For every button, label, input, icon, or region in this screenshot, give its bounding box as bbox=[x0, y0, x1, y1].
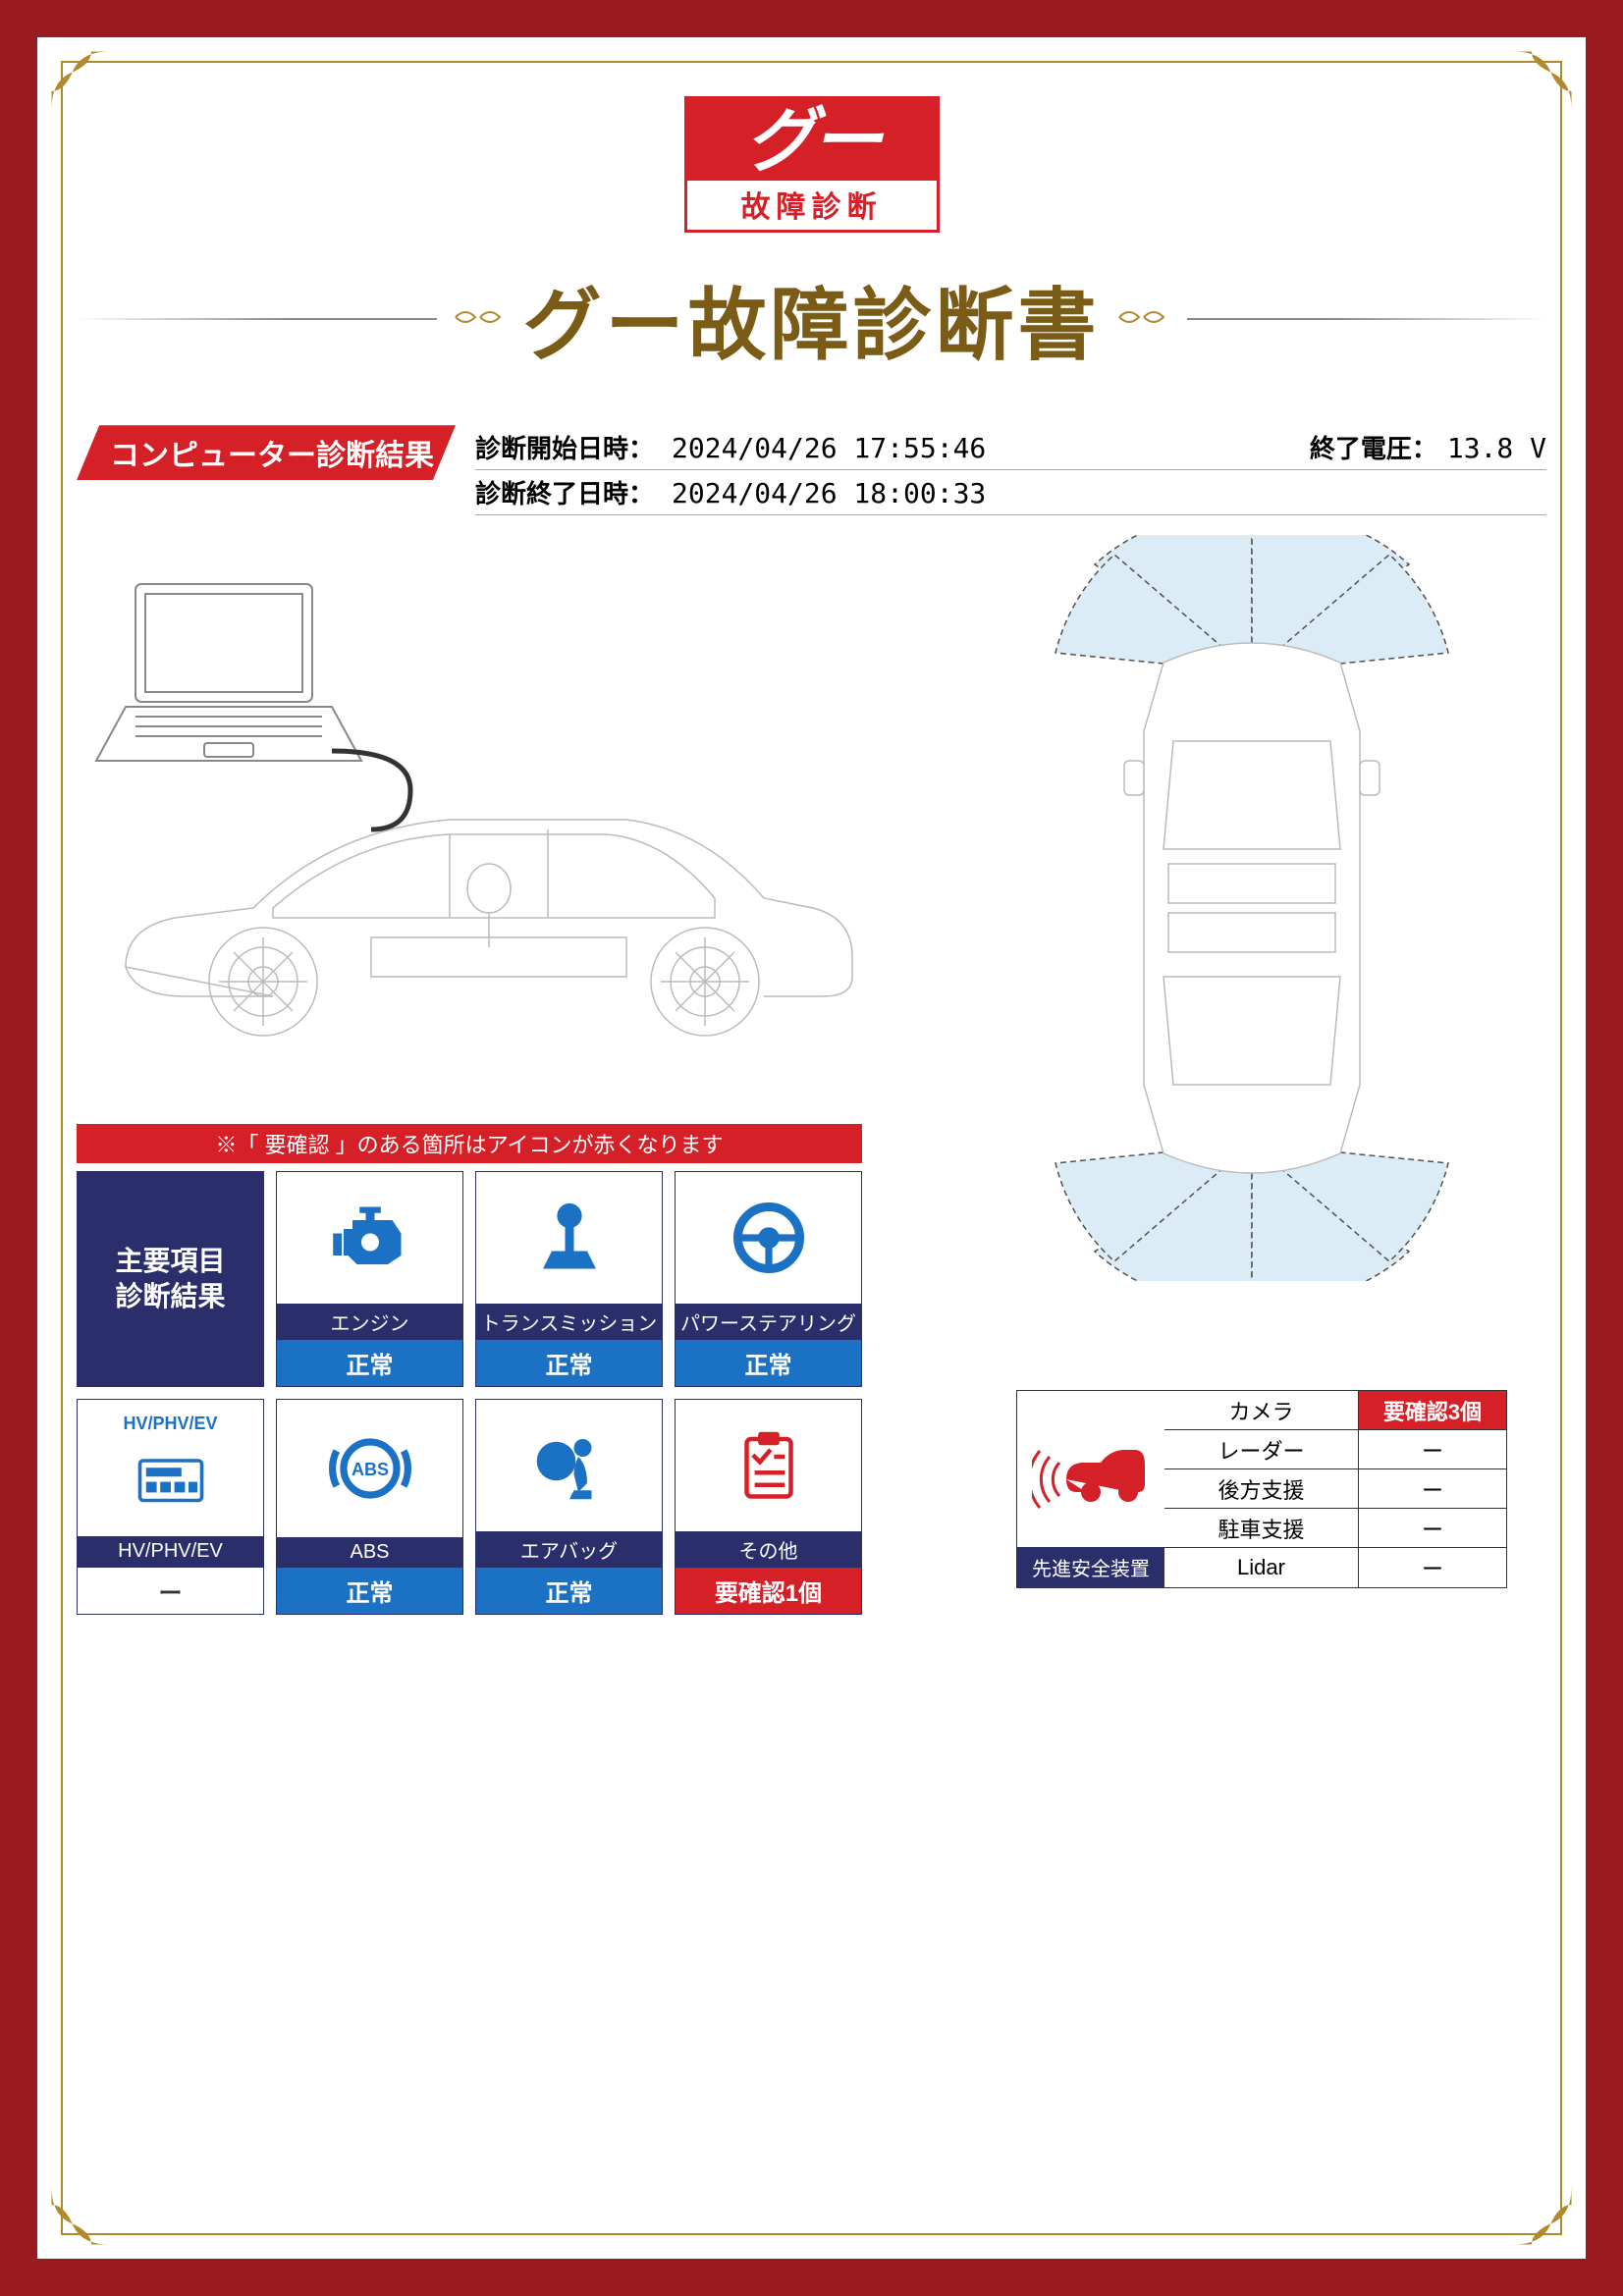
corner-ornament-tl bbox=[47, 47, 135, 135]
transmission-icon bbox=[476, 1172, 662, 1304]
safety-value: ー bbox=[1359, 1430, 1506, 1468]
status-label: パワーステアリング bbox=[676, 1304, 861, 1340]
title-rule-right bbox=[1187, 318, 1547, 320]
safety-name: Lidar bbox=[1164, 1548, 1359, 1587]
airbag-icon bbox=[476, 1400, 662, 1531]
status-value: 要確認1個 bbox=[676, 1568, 861, 1614]
status-value: 正常 bbox=[277, 1340, 462, 1386]
status-cell-other: その他 要確認1個 bbox=[675, 1399, 862, 1615]
status-label: エアバッグ bbox=[476, 1531, 662, 1568]
corner-ornament-tr bbox=[1488, 47, 1576, 135]
logo-block: グー 故障診断 bbox=[77, 96, 1546, 233]
meta-block: 診断開始日時： 2024/04/26 17:55:46 終了電圧： 13.8 V… bbox=[475, 425, 1546, 515]
inner-frame: グー 故障診断 グー故障診断書 コンピューター診断結果 診断開始日時： 2024… bbox=[37, 37, 1586, 2259]
status-cell-steering: パワーステアリング 正常 bbox=[675, 1171, 862, 1387]
safety-name: レーダー bbox=[1164, 1430, 1359, 1468]
safety-row: 後方支援 ー bbox=[1164, 1469, 1506, 1509]
safety-name: 駐車支援 bbox=[1164, 1509, 1359, 1547]
status-label: HV/PHV/EV bbox=[78, 1536, 263, 1567]
status-banner: ※「 要確認 」のある箇所はアイコンが赤くなります bbox=[77, 1124, 862, 1163]
status-cell-engine: エンジン 正常 bbox=[276, 1171, 463, 1387]
safety-value: ー bbox=[1359, 1509, 1506, 1547]
safety-name: 後方支援 bbox=[1164, 1469, 1359, 1508]
safety-block: 先進安全装置 カメラ 要確認3個 レーダー ー 後方支援 ー 駐車支援 ー bbox=[1016, 1390, 1507, 1588]
abs-icon: ABS bbox=[277, 1400, 462, 1537]
status-label: トランスミッション bbox=[476, 1304, 662, 1340]
status-value: 正常 bbox=[476, 1568, 662, 1614]
logo-subtitle: 故障診断 bbox=[687, 181, 937, 230]
status-value: 正常 bbox=[277, 1568, 462, 1614]
voltage-value: 13.8 V bbox=[1447, 432, 1546, 464]
status-cell-abs: ABS ABS 正常 bbox=[276, 1399, 463, 1615]
safety-value: ー bbox=[1359, 1548, 1506, 1587]
start-time-value: 2024/04/26 17:55:46 bbox=[672, 432, 986, 464]
status-grid: 主要項目 診断結果 エンジン 正常 トランスミッション 正常 bbox=[77, 1171, 862, 1615]
meta-row-end: 診断終了日時： 2024/04/26 18:00:33 bbox=[475, 470, 1546, 515]
safety-value: 要確認3個 bbox=[1359, 1391, 1506, 1429]
car-side-diagram bbox=[77, 535, 862, 1045]
steering-icon bbox=[676, 1172, 861, 1304]
logo-brand: グー bbox=[687, 99, 937, 181]
hvev-icon: HV/PHV/EV bbox=[78, 1400, 263, 1536]
end-time-label: 診断終了日時： bbox=[475, 474, 672, 510]
status-cell-transmission: トランスミッション 正常 bbox=[475, 1171, 663, 1387]
safety-row: Lidar ー bbox=[1164, 1548, 1506, 1587]
end-time-value: 2024/04/26 18:00:33 bbox=[672, 477, 986, 509]
safety-car-icon bbox=[1017, 1391, 1164, 1547]
status-value: 正常 bbox=[676, 1340, 861, 1386]
flourish-left-icon bbox=[451, 297, 510, 342]
svg-text:ABS: ABS bbox=[351, 1460, 388, 1479]
status-cell-hvev: HV/PHV/EV HV/PHV/EV ー bbox=[77, 1399, 264, 1615]
car-top-diagram bbox=[997, 535, 1507, 1281]
other-icon bbox=[676, 1400, 861, 1531]
main-result-label: 主要項目 診断結果 bbox=[78, 1172, 263, 1386]
safety-row: カメラ 要確認3個 bbox=[1164, 1391, 1506, 1430]
meta-row-start: 診断開始日時： 2024/04/26 17:55:46 終了電圧： 13.8 V bbox=[475, 425, 1546, 470]
safety-header-cell: 先進安全装置 bbox=[1017, 1391, 1164, 1587]
title-rule-left bbox=[77, 318, 437, 320]
safety-header-label: 先進安全装置 bbox=[1017, 1547, 1164, 1587]
corner-ornament-br bbox=[1488, 2161, 1576, 2249]
status-label: その他 bbox=[676, 1531, 861, 1568]
safety-row: レーダー ー bbox=[1164, 1430, 1506, 1469]
status-block: ※「 要確認 」のある箇所はアイコンが赤くなります 主要項目 診断結果 エンジン… bbox=[77, 1124, 862, 1615]
safety-value: ー bbox=[1359, 1469, 1506, 1508]
status-label: ABS bbox=[277, 1537, 462, 1568]
main-result-header-cell: 主要項目 診断結果 bbox=[77, 1171, 264, 1387]
safety-table: カメラ 要確認3個 レーダー ー 後方支援 ー 駐車支援 ー Lidar ー bbox=[1164, 1391, 1506, 1587]
section-tab: コンピューター診断結果 bbox=[77, 425, 456, 480]
logo-box: グー 故障診断 bbox=[684, 96, 940, 233]
status-cell-airbag: エアバッグ 正常 bbox=[475, 1399, 663, 1615]
engine-icon bbox=[277, 1172, 462, 1304]
safety-name: カメラ bbox=[1164, 1391, 1359, 1429]
start-time-label: 診断開始日時： bbox=[475, 429, 672, 465]
page-title: グー故障診断書 bbox=[523, 262, 1101, 376]
safety-row: 駐車支援 ー bbox=[1164, 1509, 1506, 1548]
status-label: エンジン bbox=[277, 1304, 462, 1340]
corner-ornament-bl bbox=[47, 2161, 135, 2249]
section-header: コンピューター診断結果 診断開始日時： 2024/04/26 17:55:46 … bbox=[77, 425, 1546, 515]
title-row: グー故障診断書 bbox=[77, 262, 1546, 376]
status-value: ー bbox=[78, 1567, 263, 1614]
flourish-right-icon bbox=[1114, 297, 1173, 342]
status-value: 正常 bbox=[476, 1340, 662, 1386]
voltage-label: 終了電圧： bbox=[1310, 429, 1437, 465]
outer-frame: グー 故障診断 グー故障診断書 コンピューター診断結果 診断開始日時： 2024… bbox=[0, 0, 1623, 2296]
